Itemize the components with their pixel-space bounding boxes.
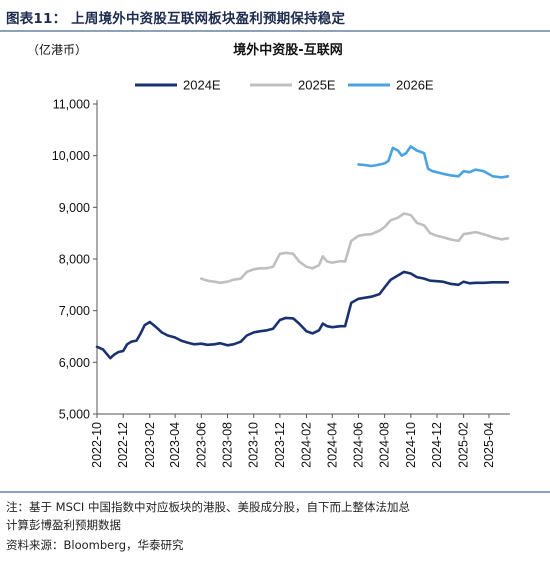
y-unit-label: （亿港币） [27, 42, 87, 57]
legend-label-2024e: 2024E [183, 78, 221, 93]
note-line-2: 计算彭博盈利预期数据 [6, 518, 121, 532]
note-line-1: 注：基于 MSCI 中国指数中对应板块的港股、美股成分股，自下而上整体法加总 [6, 500, 410, 514]
x-tick-label: 2022-10 [90, 422, 104, 468]
source-note: 资料来源：Bloomberg，华泰研究 [6, 538, 184, 552]
y-tick-label: 11,000 [53, 98, 90, 112]
x-tick-label: 2025-02 [457, 422, 471, 468]
legend-label-2026e: 2026E [396, 78, 434, 93]
x-tick-label: 2024-08 [378, 422, 392, 468]
x-tick-label: 2023-06 [194, 422, 208, 468]
x-tick-label: 2022-12 [116, 422, 130, 468]
axes: 5,000 6,000 7,000 8,000 9,000 10,000 11,000 202… [52, 98, 510, 468]
series-line-2025e [200, 212, 510, 285]
y-tick-label: 7,000 [59, 304, 90, 318]
x-tick-label: 2023-10 [247, 422, 261, 468]
line-chart: （亿港币） 境外中资股-互联网 2024E 2025E 2026E 5,000 6,0… [27, 42, 510, 468]
legend-label-2025e: 2025E [298, 78, 336, 93]
series-line-2024e [95, 270, 510, 360]
x-tick-label: 2024-10 [404, 422, 418, 468]
x-tick-label: 2023-04 [168, 422, 182, 468]
series-lines [95, 145, 510, 360]
x-tick-label: 2023-12 [273, 422, 287, 468]
x-tick-label: 2025-04 [482, 422, 496, 468]
x-tick-label: 2024-04 [325, 422, 339, 468]
series-line-2026e [357, 145, 510, 179]
y-tick-label: 8,000 [59, 253, 90, 267]
title-divider [0, 30, 550, 32]
y-tick-label: 9,000 [59, 201, 90, 215]
x-tick-label: 2024-06 [351, 422, 365, 468]
legend: 2024E 2025E 2026E [135, 78, 434, 93]
x-tick-label: 2024-12 [430, 422, 444, 468]
y-tick-label: 10,000 [52, 149, 90, 163]
footer-divider [0, 491, 550, 493]
x-tick-label: 2024-02 [300, 422, 314, 468]
x-tick-label: 2023-02 [143, 422, 157, 468]
x-tick-label: 2023-08 [221, 422, 235, 468]
y-tick-label: 5,000 [59, 408, 90, 422]
figure-title: 图表11： 上周境外中资股互联网板块盈利预期保持稳定 [6, 11, 346, 27]
chart-title: 境外中资股-互联网 [233, 42, 342, 58]
y-tick-label: 6,000 [59, 356, 90, 370]
